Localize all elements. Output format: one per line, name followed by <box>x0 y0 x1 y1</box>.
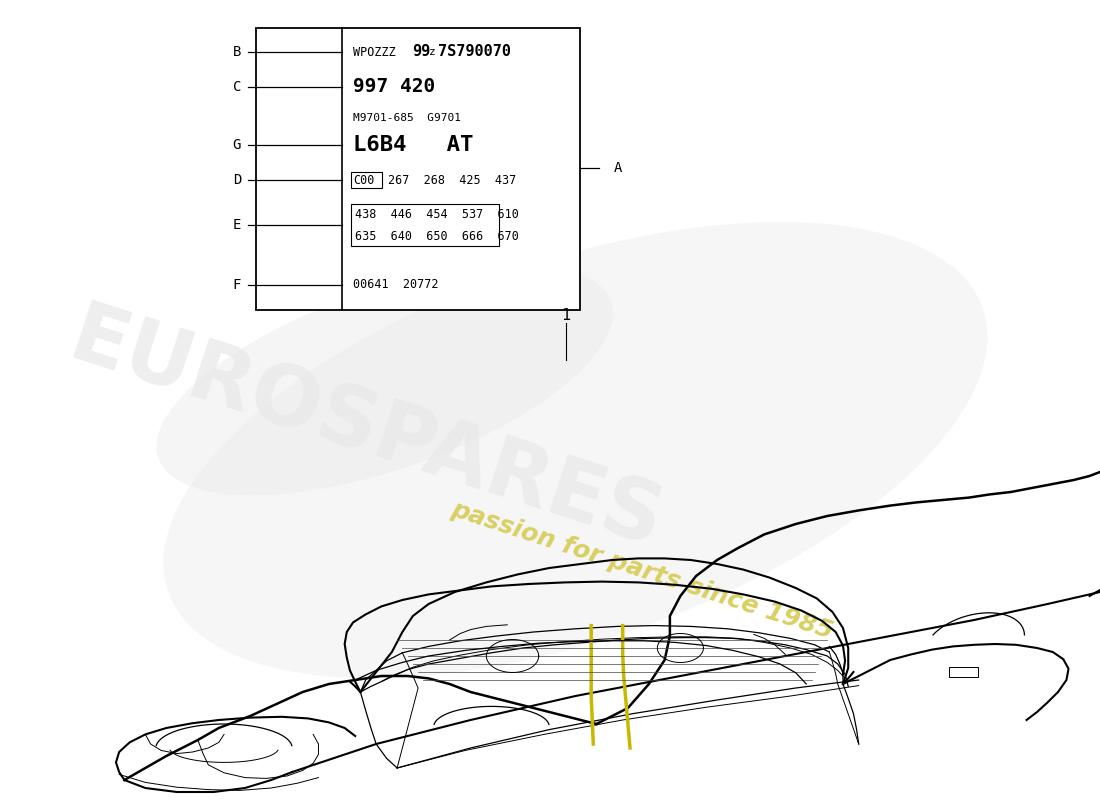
Text: C00: C00 <box>353 174 375 186</box>
Ellipse shape <box>156 265 613 495</box>
Bar <box>351 172 382 188</box>
Text: D: D <box>233 173 241 187</box>
Text: G: G <box>233 138 241 152</box>
Bar <box>256 28 580 310</box>
Text: 7S790070: 7S790070 <box>438 45 512 59</box>
Text: L6B4   AT: L6B4 AT <box>353 135 474 155</box>
Bar <box>949 667 978 677</box>
Ellipse shape <box>164 222 988 678</box>
Text: 997 420: 997 420 <box>353 78 436 97</box>
Text: C: C <box>233 80 241 94</box>
Text: WPOZZZ: WPOZZZ <box>353 46 410 58</box>
Text: z: z <box>429 47 436 57</box>
Text: 99: 99 <box>412 45 430 59</box>
Text: F: F <box>233 278 241 292</box>
Text: E: E <box>233 218 241 232</box>
Text: M9701-685  G9701: M9701-685 G9701 <box>353 113 461 123</box>
Text: 635  640  650  666  670: 635 640 650 666 670 <box>355 230 519 242</box>
Text: passion for parts since 1985: passion for parts since 1985 <box>449 497 836 643</box>
Text: 438  446  454  537  610: 438 446 454 537 610 <box>355 207 519 221</box>
Text: 00641  20772: 00641 20772 <box>353 278 439 291</box>
Text: A: A <box>614 161 622 175</box>
Text: EUROSPARES: EUROSPARES <box>59 296 672 564</box>
Text: 1: 1 <box>561 307 571 322</box>
Text: 267  268  425  437: 267 268 425 437 <box>387 174 516 186</box>
Text: B: B <box>233 45 241 59</box>
Bar <box>351 204 499 246</box>
